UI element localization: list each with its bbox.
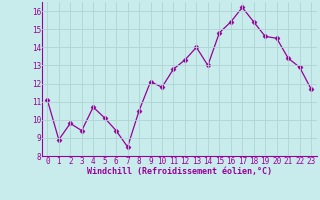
X-axis label: Windchill (Refroidissement éolien,°C): Windchill (Refroidissement éolien,°C): [87, 167, 272, 176]
